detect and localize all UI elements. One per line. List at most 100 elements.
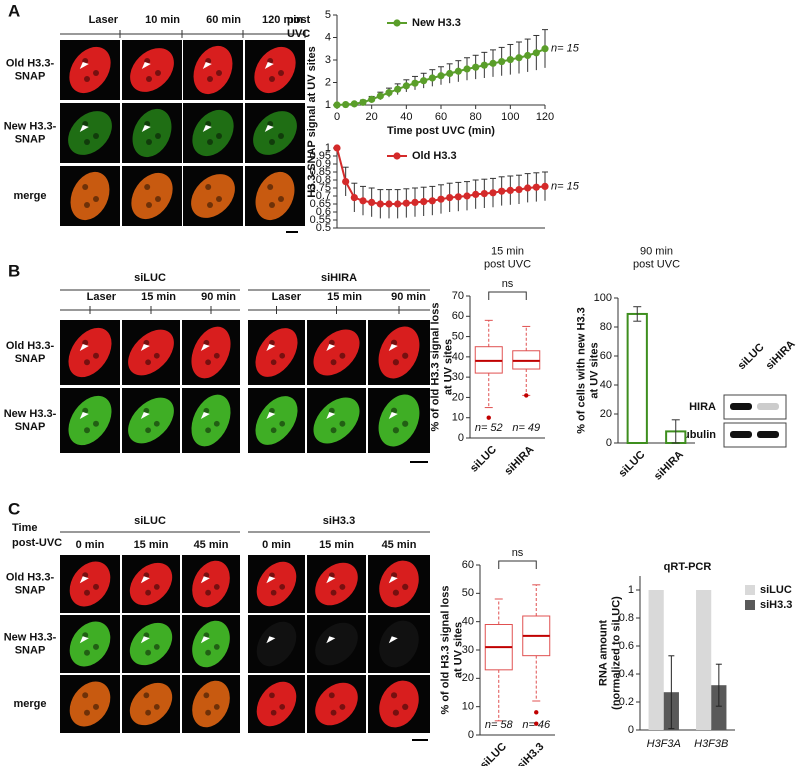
arrowhead bbox=[326, 412, 336, 419]
point bbox=[394, 85, 402, 93]
micrograph bbox=[368, 615, 430, 673]
row-label: Old H3.3- bbox=[6, 571, 55, 583]
nucleolus bbox=[213, 584, 220, 590]
y-tick-label: 0.7 bbox=[316, 190, 331, 202]
y-tick-label: 60 bbox=[452, 310, 464, 322]
nucleolus bbox=[145, 359, 152, 366]
group-label: siLUC bbox=[134, 272, 166, 284]
nucleolus bbox=[84, 359, 90, 366]
point bbox=[498, 187, 506, 195]
nucleolus bbox=[84, 202, 90, 208]
column-label: 0 min bbox=[76, 539, 105, 551]
row-label: SNAP bbox=[15, 421, 46, 433]
nucleolus bbox=[143, 407, 150, 414]
point bbox=[342, 100, 350, 109]
nucleus bbox=[378, 326, 420, 379]
y-axis-label: at UV sites bbox=[588, 342, 600, 398]
micrograph bbox=[60, 388, 120, 453]
point bbox=[333, 144, 341, 152]
nucleolus bbox=[269, 407, 275, 414]
point bbox=[428, 197, 436, 205]
y-tick-label: 10 bbox=[462, 701, 474, 713]
chart-title: post UVC bbox=[633, 258, 680, 270]
point bbox=[480, 61, 488, 69]
x-tick-label: 120 bbox=[536, 111, 554, 123]
group-label: siHIRA bbox=[321, 272, 357, 284]
point bbox=[359, 98, 367, 106]
y-tick-label: 0 bbox=[606, 437, 612, 449]
nucleus bbox=[256, 621, 297, 667]
x-tick-label: siLUC bbox=[478, 741, 509, 766]
nucleus bbox=[131, 172, 173, 220]
micrograph bbox=[60, 675, 120, 733]
nucleolus bbox=[153, 644, 160, 650]
y-tick-label: 20 bbox=[462, 672, 474, 684]
micrograph bbox=[122, 675, 180, 733]
column-label: Laser bbox=[272, 291, 302, 303]
chart-title: post UVC bbox=[484, 258, 531, 270]
nucleolus bbox=[402, 583, 409, 591]
nucleolus bbox=[207, 76, 213, 82]
significance-bracket bbox=[488, 291, 527, 300]
nucleus bbox=[69, 681, 111, 727]
point bbox=[420, 198, 428, 206]
nucleolus bbox=[269, 76, 275, 82]
y-tick-label: 0.75 bbox=[310, 182, 331, 194]
x-tick-label: 0 bbox=[334, 111, 340, 123]
y-tick-label: 0 bbox=[628, 724, 634, 736]
micrograph bbox=[60, 615, 120, 673]
nucleus bbox=[68, 111, 112, 155]
chart-title: 15 min bbox=[491, 245, 524, 257]
x-tick-label: 100 bbox=[501, 111, 519, 123]
y-tick-label: 50 bbox=[462, 587, 474, 599]
micrograph bbox=[368, 388, 430, 453]
nucleus bbox=[255, 171, 295, 221]
point bbox=[368, 198, 376, 206]
micrograph bbox=[183, 103, 243, 163]
micrograph bbox=[183, 166, 243, 226]
y-tick-label: 70 bbox=[452, 290, 464, 302]
arrowhead bbox=[79, 344, 89, 351]
point bbox=[532, 183, 540, 191]
bar bbox=[626, 312, 648, 445]
y-tick-label: 10 bbox=[452, 412, 464, 424]
row-label: New H3.3- bbox=[4, 631, 57, 643]
row-label: post-UVC bbox=[12, 537, 62, 549]
nucleus bbox=[192, 620, 230, 668]
column-label: 15 min bbox=[319, 539, 354, 551]
point bbox=[472, 190, 480, 198]
micrograph bbox=[122, 320, 180, 385]
point bbox=[368, 95, 376, 103]
nucleolus bbox=[84, 709, 90, 716]
blot-band bbox=[730, 431, 752, 438]
arrowhead bbox=[79, 125, 89, 132]
micrograph bbox=[245, 166, 305, 226]
nucleolus bbox=[330, 709, 337, 716]
nucleolus bbox=[278, 133, 284, 139]
y-tick-label: 0.85 bbox=[310, 166, 331, 178]
micrograph bbox=[307, 555, 366, 613]
column-label: 15 min bbox=[134, 539, 169, 551]
micrograph bbox=[248, 320, 305, 385]
point bbox=[515, 54, 523, 62]
row-label: merge bbox=[13, 190, 46, 202]
outlier bbox=[534, 710, 539, 715]
nucleolus bbox=[402, 703, 409, 711]
nucleolus bbox=[205, 359, 212, 366]
nucleolus bbox=[84, 427, 90, 434]
nucleolus bbox=[145, 649, 152, 656]
nucleolus bbox=[392, 359, 399, 366]
arrowhead bbox=[266, 576, 276, 584]
row-label: merge bbox=[13, 698, 46, 710]
y-tick-label: 5 bbox=[325, 9, 331, 21]
legend-label: Old H3.3 bbox=[412, 150, 457, 162]
blot-band bbox=[730, 403, 752, 410]
y-tick-label: 0.4 bbox=[619, 668, 634, 680]
nucleolus bbox=[279, 352, 286, 359]
arrowhead bbox=[79, 576, 89, 584]
point bbox=[437, 72, 445, 80]
point bbox=[428, 74, 436, 82]
nucleolus bbox=[93, 420, 99, 427]
y-tick-label: 0 bbox=[468, 729, 474, 741]
nucleus bbox=[129, 622, 173, 666]
